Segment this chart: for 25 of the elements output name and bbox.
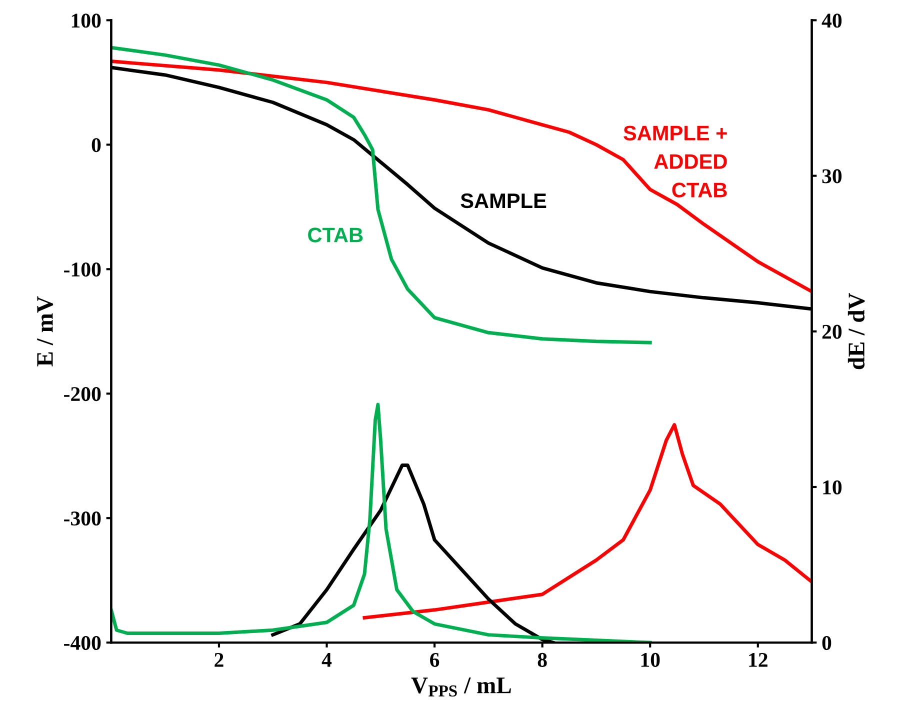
y-tick-label: 100 — [72, 14, 101, 28]
y2-tick-label: 20 — [822, 324, 842, 339]
x-tick-label: 6 — [430, 652, 440, 667]
y2-tick-label: 30 — [822, 169, 842, 184]
x-tick-label: 8 — [538, 652, 547, 667]
x-axis-title: V$_{PPS}$ / mL — [411, 678, 511, 697]
annotation: SAMPLE — [460, 193, 546, 208]
line-series — [362, 423, 812, 620]
annotation: CTAB — [308, 228, 363, 242]
y2-tick-label: 40 — [822, 14, 842, 28]
y2-tick-label: 10 — [823, 480, 842, 494]
x-tick-label: 10 — [641, 652, 660, 667]
y-tick-label: -300 — [64, 511, 101, 526]
y-axis-title: E / mV — [37, 296, 54, 366]
x-tick-label: 2 — [214, 652, 224, 667]
line-series — [111, 402, 652, 643]
annotation: SAMPLE + ADDED CTAB — [624, 126, 727, 198]
y-tick-label: -200 — [64, 387, 101, 402]
x-tick-label: 4 — [322, 653, 332, 667]
x-tick-label: 12 — [749, 652, 768, 667]
y2-axis-title: dE / dV — [848, 292, 865, 370]
y-tick-label: 0 — [92, 138, 101, 152]
y-tick-label: -100 — [64, 262, 101, 277]
y-tick-label: -400 — [64, 636, 101, 650]
y2-tick-label: 0 — [822, 636, 832, 650]
